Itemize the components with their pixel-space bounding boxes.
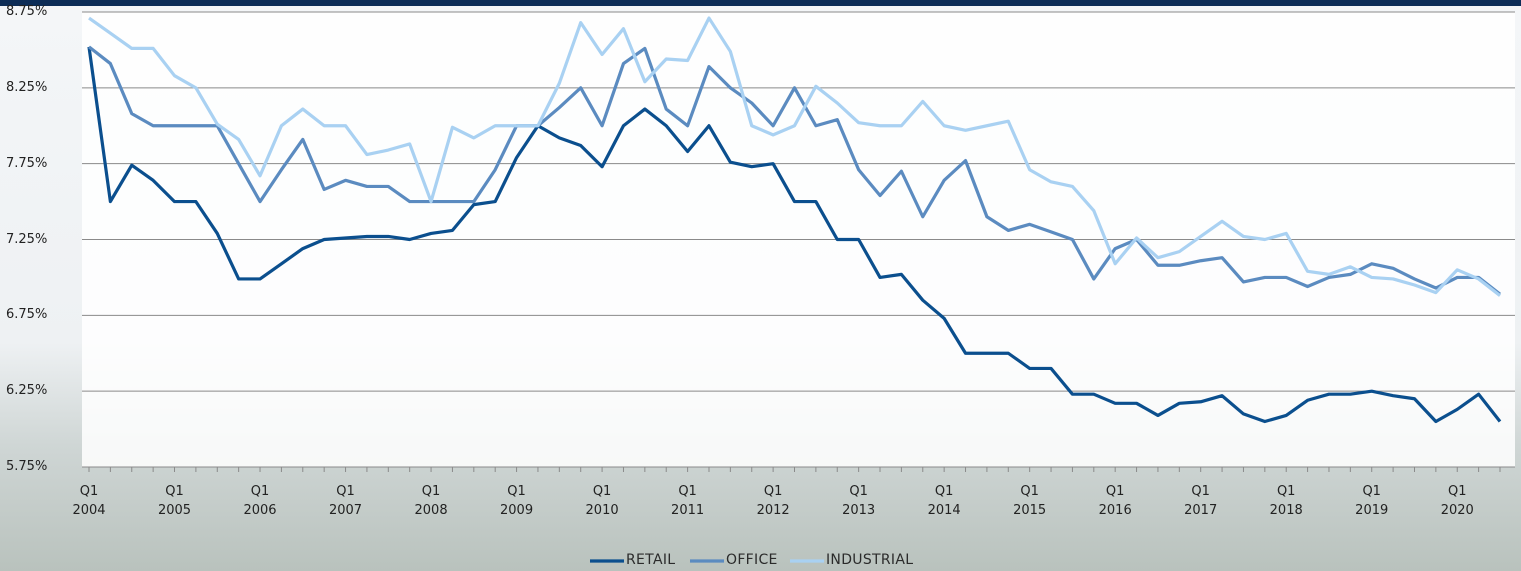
x-tick-label: Q1 2017: [1179, 482, 1223, 520]
x-tick-label: Q1 2004: [67, 482, 111, 520]
x-tick-label: Q1 2011: [666, 482, 710, 520]
legend-label: INDUSTRIAL: [826, 552, 913, 568]
x-tick-label: Q1 2010: [580, 482, 624, 520]
x-tick-label: Q1 2020: [1435, 482, 1479, 520]
x-tick-label: Q1 2018: [1264, 482, 1308, 520]
legend-label: OFFICE: [726, 552, 778, 568]
x-tick-label: Q1 2012: [751, 482, 795, 520]
x-tick-label: Q1 2019: [1350, 482, 1394, 520]
x-tick-label: Q1 2008: [409, 482, 453, 520]
y-tick-label: 5.75%: [6, 457, 66, 476]
x-tick-label: Q1 2006: [238, 482, 282, 520]
y-tick-label: 7.25%: [6, 230, 66, 249]
x-tick-label: Q1 2007: [324, 482, 368, 520]
legend-label: RETAIL: [626, 552, 675, 568]
y-tick-label: 8.75%: [6, 2, 66, 21]
x-tick-label: Q1 2013: [837, 482, 881, 520]
y-tick-label: 6.25%: [6, 381, 66, 400]
y-tick-label: 6.75%: [6, 305, 66, 324]
y-tick-label: 8.25%: [6, 78, 66, 97]
x-tick-label: Q1 2015: [1008, 482, 1052, 520]
page: {"chart_data": {"type": "line", "categor…: [0, 0, 1521, 571]
x-tick-label: Q1 2005: [153, 482, 197, 520]
x-tick-label: Q1 2016: [1093, 482, 1137, 520]
x-tick-label: Q1 2014: [922, 482, 966, 520]
x-tick-label: Q1 2009: [495, 482, 539, 520]
y-tick-label: 7.75%: [6, 154, 66, 173]
